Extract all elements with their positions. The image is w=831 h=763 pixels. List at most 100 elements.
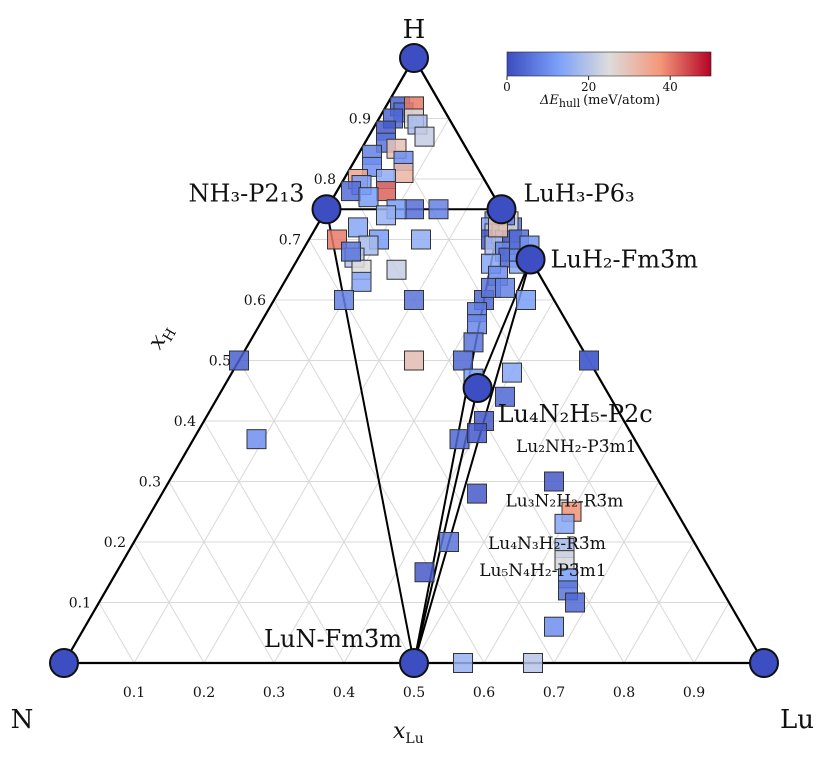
hull-line <box>413 259 532 664</box>
data-point <box>449 429 470 450</box>
x-tick-label: 0.1 <box>123 685 145 701</box>
grid-line-n <box>238 360 415 664</box>
data-point <box>376 181 396 202</box>
data-point <box>453 350 473 371</box>
colorbar-tick-label: 20 <box>581 80 596 94</box>
svg-text:xLu: xLu <box>393 719 424 747</box>
data-point <box>579 350 599 371</box>
stable-phase-LuH2 <box>515 244 546 275</box>
hull-line <box>325 209 415 664</box>
phase-label-LuH2: LuH₂-Fm3̄m <box>551 245 699 273</box>
phase-label-LuH3: LuH₃-P6₃ <box>524 179 635 207</box>
data-point <box>404 350 424 371</box>
data-point <box>544 471 564 492</box>
phase-annotation: Lu₃N₂H₂-R3̄m <box>506 492 624 512</box>
data-point <box>414 126 435 147</box>
data-point <box>414 562 435 583</box>
stable-phases <box>49 43 779 678</box>
grid-line-lu <box>693 602 730 664</box>
x-tick-label: 0.9 <box>683 685 705 701</box>
colorbar: 0 20 40 ΔEhull (meV/atom) <box>503 51 712 110</box>
data-point <box>404 199 424 220</box>
phase-annotation: Lu₅N₄H₂-P3̄m1 <box>479 561 606 581</box>
phase-annotations: Lu₂NH₂-P3̄m1 Lu₃N₂H₂-R3̄m Lu₄N₃H₂-R3̄m Lu₅N… <box>479 437 636 581</box>
y-axis-label: xH <box>143 320 180 355</box>
x-tick-label: 0.2 <box>193 685 215 701</box>
grid-line-n <box>98 602 135 664</box>
x-tick-label: 0.6 <box>473 685 495 701</box>
data-point <box>502 362 522 383</box>
h-tick-label: 0.5 <box>209 354 231 370</box>
stable-phase-N <box>49 648 79 678</box>
data-point <box>565 592 585 613</box>
x-tick-label: 0.4 <box>333 685 355 701</box>
colorbar-label-main: ΔE <box>539 93 559 108</box>
stable-phase-LuH3 <box>486 194 517 225</box>
data-point <box>495 386 515 407</box>
data-point <box>495 277 515 298</box>
corner-label-left: N <box>11 705 34 735</box>
data-point <box>428 199 449 220</box>
x-axis-label: xLu <box>393 719 424 747</box>
data-point <box>463 332 484 353</box>
x-axis-label-sub: Lu <box>405 731 423 747</box>
data-point <box>554 513 575 534</box>
colorbar-label-sub: hull <box>559 97 581 110</box>
phase-label-Lu4N2H5: Lu₄N₂H₅-P2c <box>498 400 653 428</box>
phase-labels: NH₃-P2₁3 LuH₃-P6₃ LuH₂-Fm3̄m Lu₄N₂H₅-P2c LuN… <box>189 179 699 653</box>
data-point <box>467 483 487 504</box>
stable-phase-Lu <box>749 648 779 678</box>
data-point <box>229 350 249 371</box>
x-tick-label: 0.3 <box>263 685 285 701</box>
h-tick-label: 0.6 <box>244 293 266 309</box>
data-point <box>544 616 564 637</box>
data-point <box>516 290 536 310</box>
x-tick-label: 0.7 <box>543 685 565 701</box>
x-tick-label: 0.5 <box>403 685 425 701</box>
grid-line-n <box>133 541 205 664</box>
data-point <box>334 290 354 310</box>
stable-phase-NH3 <box>311 194 342 225</box>
data-point <box>467 314 487 335</box>
stable-phase-Lu4N2H5 <box>462 373 493 404</box>
h-tick-label: 0.8 <box>314 172 336 188</box>
data-point <box>411 229 431 250</box>
data-point <box>523 653 543 673</box>
h-tick-label: 0.3 <box>139 475 161 491</box>
h-tick-label: 0.9 <box>349 112 371 128</box>
hull-line <box>476 259 532 389</box>
colorbar-gradient <box>506 51 712 77</box>
svg-text:xH: xH <box>143 320 180 355</box>
data-point <box>348 217 368 238</box>
x-tick-label: 0.8 <box>613 685 635 701</box>
phase-label-LuN: LuN-Fm3̄m <box>264 625 402 653</box>
stable-phase-H <box>399 43 429 73</box>
grid-line-lu <box>553 481 660 664</box>
grid-line-lu <box>623 541 695 664</box>
grid-line-n <box>308 239 555 664</box>
data-point <box>246 429 267 450</box>
data-point <box>341 181 361 202</box>
grid-line-n <box>168 481 275 664</box>
h-tick-label: 0.7 <box>279 233 301 249</box>
stable-phase-LuN <box>399 648 429 678</box>
h-tick-label: 0.2 <box>104 535 126 551</box>
grid-line-lu <box>483 420 625 664</box>
x-ticks: 0.1 0.2 0.3 0.4 0.5 0.6 0.7 0.8 0.9 <box>123 685 705 701</box>
data-point <box>439 532 459 552</box>
phase-annotation: Lu₄N₃H₂-R3̄m <box>488 534 606 554</box>
data-point <box>404 290 424 310</box>
data-point <box>341 241 361 262</box>
corner-label-top: H <box>403 15 426 45</box>
h-tick-label: 0.4 <box>174 414 196 430</box>
colorbar-ticks: 0 20 40 <box>503 76 678 94</box>
phase-label-NH3: NH₃-P2₁3 <box>189 179 305 207</box>
x-axis-label-main: x <box>393 719 406 744</box>
h-ticks: 0.1 0.2 0.3 0.4 0.5 0.6 0.7 0.8 0.9 <box>69 112 371 612</box>
data-point <box>393 162 414 183</box>
data-point <box>467 423 487 444</box>
data-point <box>453 653 473 673</box>
colorbar-tick-label: 40 <box>663 80 678 94</box>
